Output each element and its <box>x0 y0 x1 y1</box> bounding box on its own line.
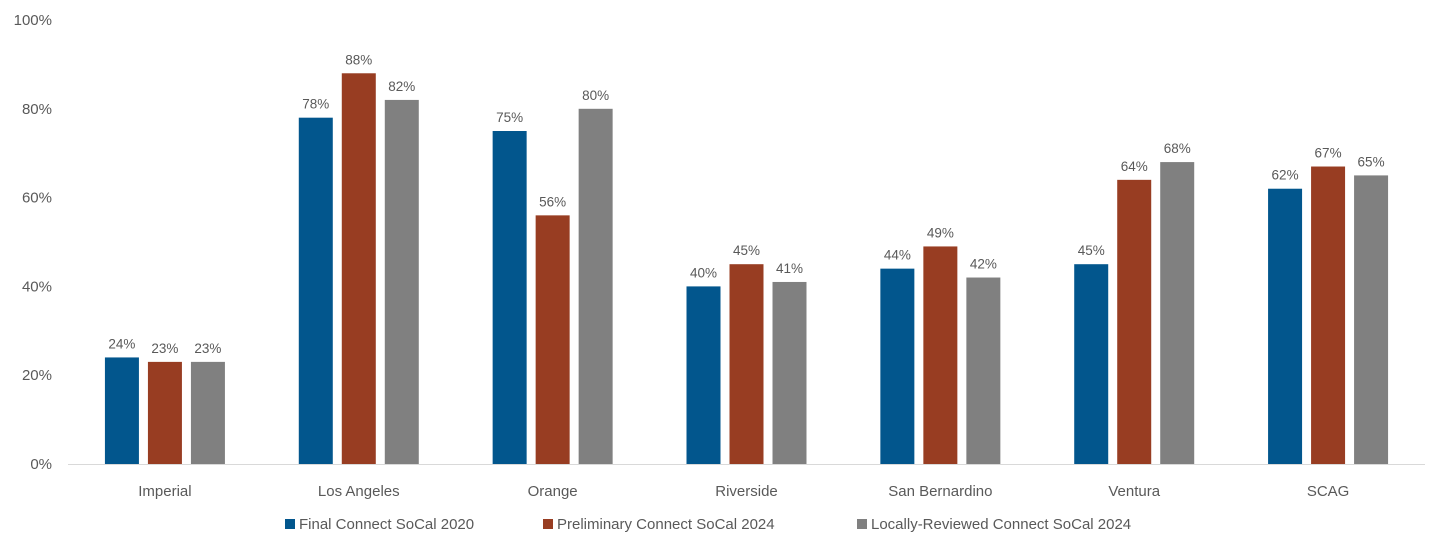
x-tick-label: Riverside <box>715 483 778 500</box>
y-tick-label: 80% <box>22 101 52 118</box>
data-label: 45% <box>1078 243 1105 258</box>
bar <box>772 281 807 464</box>
data-label: 42% <box>970 257 997 272</box>
data-label: 56% <box>539 194 566 209</box>
bar <box>1117 179 1152 464</box>
bar <box>578 108 613 465</box>
bar <box>147 361 182 464</box>
data-label: 65% <box>1358 154 1385 169</box>
data-label: 68% <box>1164 141 1191 156</box>
y-tick-label: 40% <box>22 278 52 295</box>
y-axis: 0% 20% 40% 60% 80% 100% <box>14 12 52 473</box>
bar <box>298 117 333 465</box>
bar <box>1268 188 1303 464</box>
y-tick-label: 0% <box>30 456 52 473</box>
bar <box>492 131 527 464</box>
legend-label: Final Connect SoCal 2020 <box>299 516 474 533</box>
legend-label: Preliminary Connect SoCal 2024 <box>557 516 775 533</box>
y-tick-label: 60% <box>22 190 52 207</box>
data-label: 80% <box>582 88 609 103</box>
bar <box>1354 175 1389 464</box>
data-label: 44% <box>884 248 911 263</box>
x-tick-label: Orange <box>528 483 578 500</box>
bar <box>966 277 1001 464</box>
bar <box>880 268 915 464</box>
bar <box>190 361 225 464</box>
bar <box>729 264 764 464</box>
data-label: 41% <box>776 261 803 276</box>
legend-swatch <box>857 519 867 529</box>
x-tick-label: SCAG <box>1307 483 1350 500</box>
bar <box>535 215 570 464</box>
legend-swatch <box>543 519 553 529</box>
data-label: 67% <box>1315 146 1342 161</box>
data-labels-group: 24% 23% 23% 78% 88% 82% 75% 56% 80% 40% 45% 41% 44% 4… <box>108 52 1384 356</box>
x-tick-label: San Bernardino <box>888 483 992 500</box>
data-label: 75% <box>496 110 523 125</box>
legend-swatch <box>285 519 295 529</box>
bar <box>384 99 419 465</box>
x-tick-label: Imperial <box>138 483 191 500</box>
bar <box>686 286 721 464</box>
bars-group <box>104 73 1389 465</box>
data-label: 40% <box>690 265 717 280</box>
data-label: 49% <box>927 225 954 240</box>
bar <box>341 73 376 464</box>
bar <box>1160 162 1195 464</box>
bar <box>1074 264 1109 464</box>
data-label: 82% <box>388 79 415 94</box>
x-axis: Imperial Los Angeles Orange Riverside San Be… <box>138 483 1349 500</box>
data-label: 24% <box>108 336 135 351</box>
data-label: 64% <box>1121 159 1148 174</box>
bar <box>1311 166 1346 464</box>
data-label: 45% <box>733 243 760 258</box>
data-label: 62% <box>1272 168 1299 183</box>
data-label: 23% <box>194 341 221 356</box>
legend-label: Locally-Reviewed Connect SoCal 2024 <box>871 516 1131 533</box>
data-label: 88% <box>345 52 372 67</box>
data-label: 23% <box>151 341 178 356</box>
x-tick-label: Los Angeles <box>318 483 400 500</box>
y-tick-label: 100% <box>14 12 52 29</box>
bar <box>104 357 139 464</box>
bar <box>923 246 958 464</box>
y-tick-label: 20% <box>22 367 52 384</box>
x-tick-label: Ventura <box>1108 483 1160 500</box>
data-label: 78% <box>302 97 329 112</box>
legend: Final Connect SoCal 2020 Preliminary Conn… <box>285 516 1131 533</box>
